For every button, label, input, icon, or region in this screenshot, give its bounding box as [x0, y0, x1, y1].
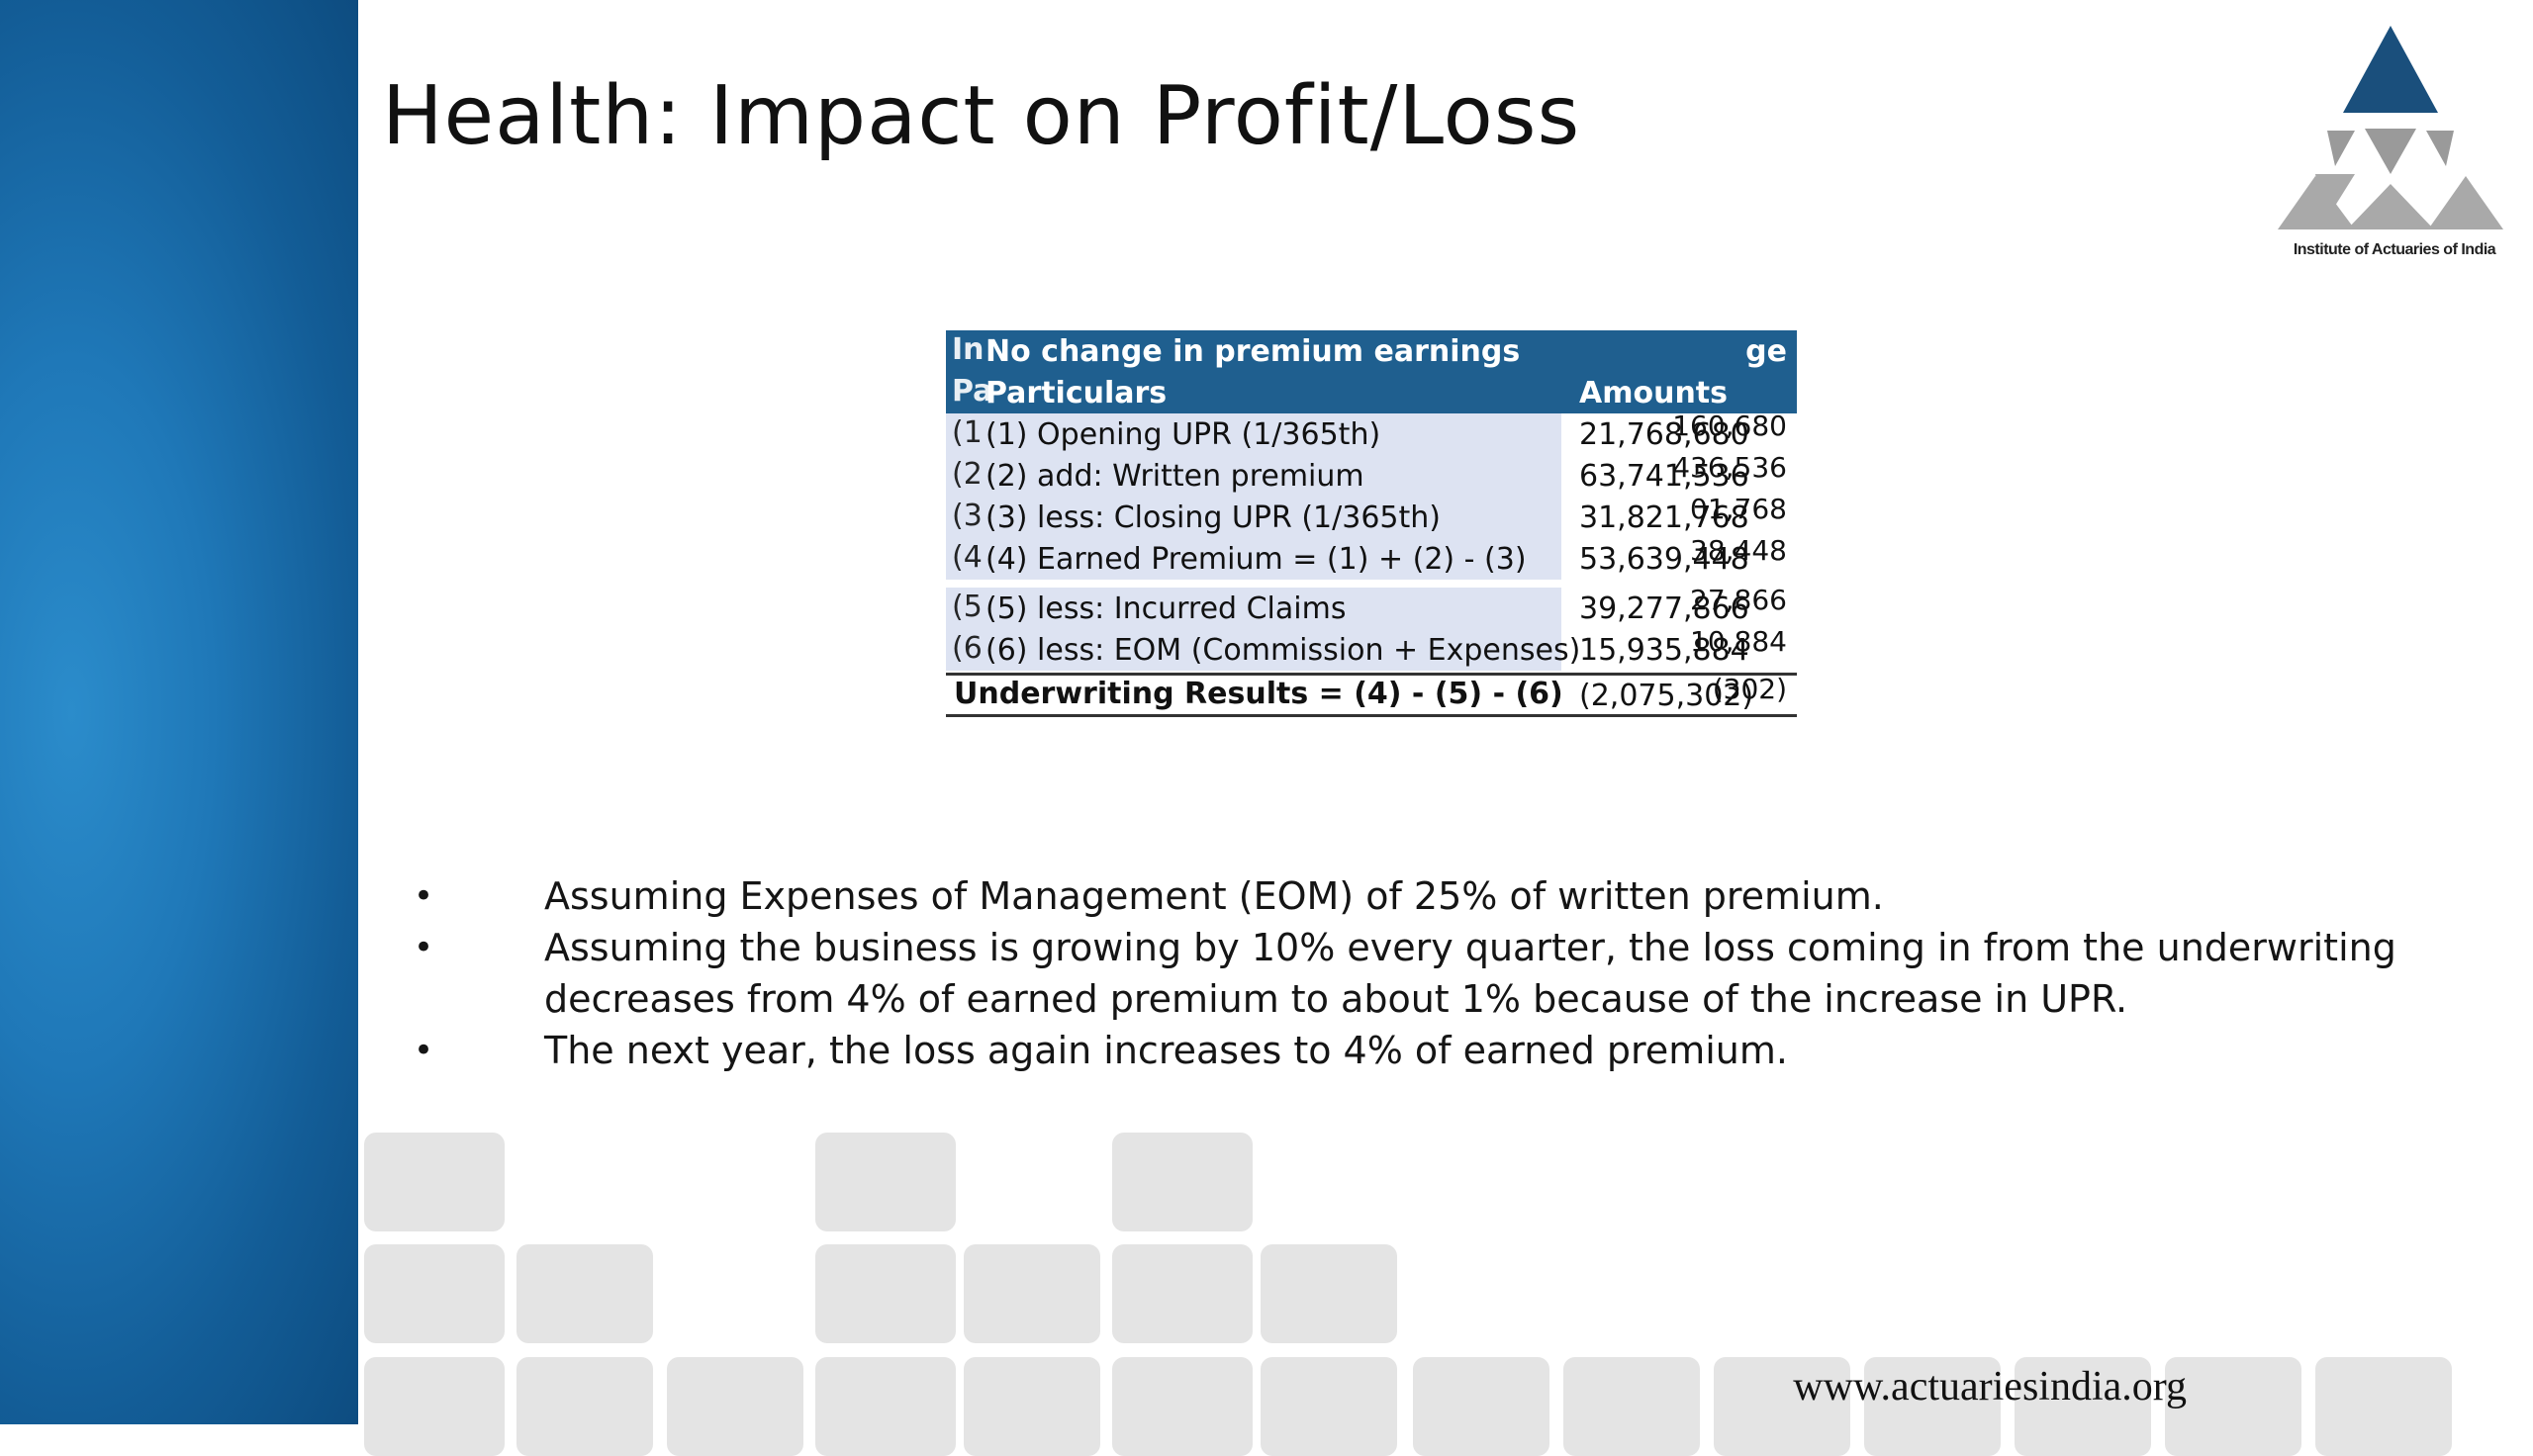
decorative-tile: [516, 1357, 653, 1456]
row-ghost-amount: 160,680: [1672, 410, 1787, 442]
row-label: (3) less: Closing UPR (1/365th): [985, 500, 1441, 535]
total-label: Underwriting Results = (4) - (5) - (6): [954, 677, 1563, 711]
row-amount: 15,935,884: [1579, 633, 1749, 668]
decorative-tile: [364, 1357, 505, 1456]
header-amounts: Amounts: [1579, 376, 1728, 410]
row-label: (5) less: Incurred Claims: [985, 592, 1347, 626]
bullet-dot-icon: •: [414, 928, 434, 967]
decorative-tile: [516, 1244, 653, 1343]
row-ghost-label: (4: [952, 540, 983, 575]
total-amount: (2,075,302): [1579, 679, 1754, 713]
row-ghost-amount: 01,768: [1690, 493, 1787, 525]
sidebar-background: [0, 0, 358, 1424]
row-label: (6) less: EOM (Commission + Expenses): [985, 633, 1581, 668]
decorative-tile: [364, 1244, 505, 1343]
row-ghost-amount: 38,448: [1690, 534, 1787, 567]
table-row: (5 (5) less: Incurred Claims 39,277,866 27,…: [946, 584, 1797, 629]
bullet-text: The next year, the loss again increases …: [544, 1029, 1788, 1072]
bullet-text: Assuming Expenses of Management (EOM) of…: [544, 874, 1884, 918]
table-row: (6 (6) less: EOM (Commission + Expenses) 1…: [946, 625, 1797, 671]
logo-icon: [2278, 26, 2503, 229]
bullet-item: • Assuming the business is growing by 10%…: [414, 922, 2495, 1025]
decorative-tile: [815, 1357, 956, 1456]
table-row: (3 (3) less: Closing UPR (1/365th) 31,821,…: [946, 493, 1797, 538]
table-total-row: Underwriting Results = (4) - (5) - (6) (…: [946, 671, 1797, 717]
caption-ghost-left: In: [952, 332, 985, 367]
slide-title: Health: Impact on Profit/Loss: [382, 69, 1581, 163]
row-ghost-label: (6: [952, 631, 983, 666]
row-ghost-amount: 10,884: [1690, 625, 1787, 658]
slide: Health: Impact on Profit/Loss Institute …: [358, 0, 2533, 1456]
decorative-tile: [1112, 1133, 1253, 1231]
row-ghost-amount: 27,866: [1690, 584, 1787, 616]
institute-logo: Institute of Actuaries of India: [2276, 26, 2513, 268]
row-label: (1) Opening UPR (1/365th): [985, 417, 1381, 452]
decorative-tile: [364, 1133, 505, 1231]
footer-website: www.actuariesindia.org: [1793, 1364, 2187, 1410]
header-ghost: Pa: [952, 374, 993, 409]
row-ghost-label: (1: [952, 415, 983, 450]
row-ghost-label: (5: [952, 590, 983, 624]
decorative-tile: [815, 1244, 956, 1343]
bullet-text: Assuming the business is growing by 10% …: [544, 926, 2396, 1021]
table-header-row: Pa Particulars Amounts: [946, 372, 1797, 413]
row-amount: 53,639,448: [1579, 542, 1749, 577]
bullet-dot-icon: •: [414, 1031, 434, 1070]
row-amount: 39,277,866: [1579, 592, 1749, 626]
decorative-tile: [1413, 1357, 1549, 1456]
logo-caption: Institute of Actuaries of India: [2293, 241, 2496, 258]
row-amount: 21,768,680: [1579, 417, 1749, 452]
table-row: (1 (1) Opening UPR (1/365th) 21,768,680 160…: [946, 410, 1797, 455]
decorative-tile: [667, 1357, 803, 1456]
decorative-tile: [1112, 1244, 1253, 1343]
table-caption-row: In No change in premium earnings ge: [946, 330, 1797, 372]
decorative-tile: [964, 1357, 1100, 1456]
row-amount: 63,741,536: [1579, 459, 1749, 494]
decorative-tile: [815, 1133, 956, 1231]
table-row: (2 (2) add: Written premium 63,741,536 436,…: [946, 451, 1797, 497]
row-ghost-label: (3: [952, 499, 983, 533]
decorative-tile: [1261, 1244, 1397, 1343]
decorative-tile: [1112, 1357, 1253, 1456]
row-label: (4) Earned Premium = (1) + (2) - (3): [985, 542, 1527, 577]
row-amount: 31,821,768: [1579, 500, 1749, 535]
results-table: In No change in premium earnings ge Pa P…: [946, 330, 1797, 717]
decorative-tile: [1563, 1357, 1700, 1456]
row-ghost-label: (2: [952, 457, 983, 492]
total-ghost-amount: (302): [1712, 673, 1787, 705]
table-caption: No change in premium earnings: [985, 334, 1521, 369]
decorative-tile: [2315, 1357, 2452, 1456]
header-particulars: Particulars: [985, 376, 1168, 410]
decorative-tile: [1261, 1357, 1397, 1456]
bullet-item: • Assuming Expenses of Management (EOM) o…: [414, 870, 2495, 922]
row-ghost-amount: 436,536: [1672, 451, 1787, 484]
bullet-item: • The next year, the loss again increases…: [414, 1025, 2495, 1076]
table-body: (1 (1) Opening UPR (1/365th) 21,768,680 160…: [946, 410, 1797, 671]
table-row: (4 (4) Earned Premium = (1) + (2) - (3) 53…: [946, 534, 1797, 580]
decorative-tile: [964, 1244, 1100, 1343]
bullet-list: • Assuming Expenses of Management (EOM) o…: [414, 870, 2495, 1076]
row-label: (2) add: Written premium: [985, 459, 1364, 494]
bullet-dot-icon: •: [414, 876, 434, 916]
caption-ghost-right: ge: [1745, 334, 1787, 369]
